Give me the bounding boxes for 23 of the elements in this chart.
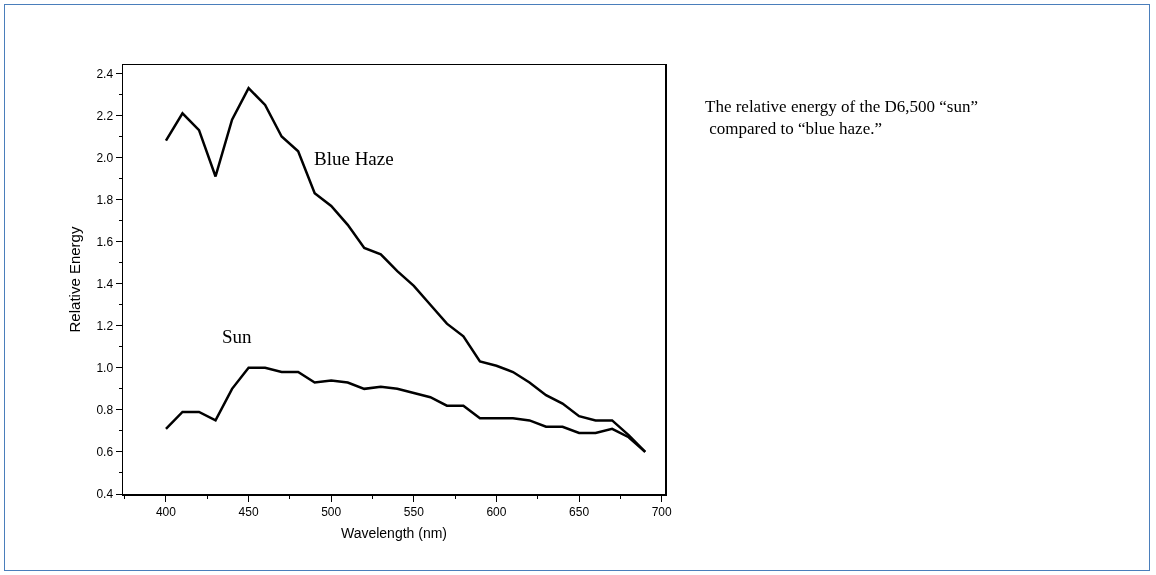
y-tick-label: 0.4	[96, 487, 114, 502]
x-tick-label: 550	[403, 504, 425, 519]
series-label: Sun	[222, 326, 253, 347]
x-tick-label: 450	[238, 504, 259, 519]
x-tick-label: 400	[155, 504, 177, 519]
series-label: Blue Haze	[314, 148, 394, 169]
y-tick-label: 0.6	[96, 445, 114, 460]
y-tick-label: 1.8	[96, 192, 114, 207]
y-tick-label: 2.2	[96, 108, 114, 123]
x-tick-label: 600	[486, 504, 507, 519]
x-tick-label: 700	[651, 504, 673, 519]
y-tick-label: 1.0	[96, 361, 114, 376]
y-tick-label: 2.0	[96, 150, 114, 165]
y-tick-label: 1.4	[96, 276, 114, 291]
y-axis-title: Relative Energy	[65, 226, 83, 333]
y-tick-label: 2.4	[96, 66, 114, 81]
x-tick-label: 650	[569, 504, 590, 519]
text: The relative energy of the D6,500 “sun” compared to “blue haze.”	[705, 97, 979, 139]
y-tick-label: 1.2	[96, 318, 114, 333]
y-tick-label: 1.6	[96, 234, 114, 249]
x-axis-title: Wavelength (nm)	[340, 524, 448, 541]
y-tick-label: 0.8	[96, 403, 114, 418]
x-tick-label: 500	[321, 504, 342, 519]
